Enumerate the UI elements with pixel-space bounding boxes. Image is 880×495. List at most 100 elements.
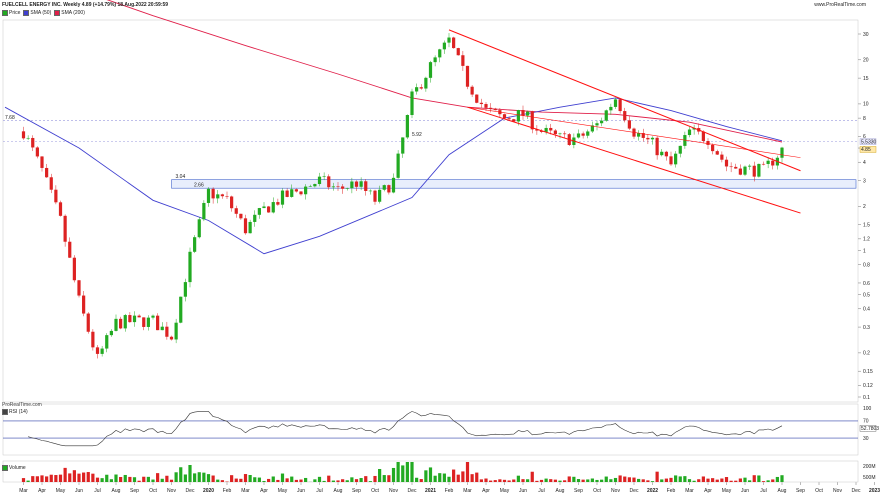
volume-bar: [401, 465, 405, 482]
candle-body: [586, 131, 590, 136]
volume-bar: [105, 474, 109, 482]
volume-title[interactable]: Volume: [2, 465, 26, 471]
volume-bar: [530, 471, 534, 482]
candle-body: [45, 167, 49, 178]
volume-tick-label: 200M: [863, 464, 876, 470]
candle-body: [114, 318, 118, 331]
x-tick-label: May: [56, 488, 66, 494]
volume-bar: [678, 476, 682, 482]
candle-body: [91, 331, 95, 348]
candle-body: [206, 188, 211, 203]
candle-body: [220, 194, 224, 197]
volume-bar: [72, 470, 76, 482]
candle-body: [105, 335, 109, 349]
volume-bar: [498, 479, 502, 482]
volume-bar: [581, 479, 585, 482]
candle-body: [447, 37, 451, 43]
rsi-swatch-icon: [2, 409, 8, 415]
candle-body: [253, 214, 257, 222]
volume-bar: [364, 476, 368, 482]
volume-bar: [373, 475, 377, 482]
candle-body: [442, 42, 446, 50]
candle-body: [327, 176, 331, 188]
candle-body: [438, 49, 442, 58]
volume-bar: [447, 476, 451, 482]
volume-bar: [489, 480, 493, 482]
candle-body: [308, 186, 312, 187]
x-tick-label: Sep: [574, 488, 583, 494]
volume-bar: [526, 479, 530, 482]
legend-price[interactable]: Price: [2, 10, 20, 16]
candle-body: [674, 153, 678, 165]
volume-bar: [650, 481, 655, 482]
y-tick-label: 6: [863, 134, 866, 140]
x-tick-label: Apr: [260, 488, 268, 494]
legend-sma200[interactable]: SMA (200): [54, 10, 85, 16]
volume-bar: [553, 479, 557, 482]
x-tick-label: Nov: [167, 488, 176, 494]
candle-body: [618, 99, 622, 112]
candle-body: [197, 219, 201, 238]
volume-bar: [234, 478, 238, 482]
volume-bar: [216, 479, 220, 482]
volume-bar: [31, 476, 35, 482]
volume-bar: [248, 475, 252, 482]
candle-body: [160, 326, 164, 331]
rsi-title[interactable]: RSI (14): [2, 409, 28, 415]
x-tick-label: Jun: [741, 488, 749, 494]
y-tick-label: 1: [863, 248, 866, 254]
x-tick-label: Oct: [371, 488, 379, 494]
candle-body: [669, 156, 673, 165]
volume-bar: [669, 477, 673, 482]
volume-bar: [493, 480, 497, 482]
candle-body: [183, 282, 187, 297]
volume-bar: [359, 478, 363, 482]
candle-body: [729, 166, 733, 168]
x-tick-label: Nov: [611, 488, 620, 494]
volume-bar: [188, 465, 192, 482]
legend-sma50[interactable]: SMA (50): [23, 10, 51, 16]
candle-body: [613, 99, 618, 107]
volume-bar: [45, 476, 49, 482]
volume-bar: [354, 479, 359, 482]
volume-bar: [618, 475, 622, 482]
brand-link[interactable]: www.ProRealTime.com: [814, 2, 866, 8]
volume-bar: [114, 474, 118, 482]
volume-bar: [771, 479, 775, 482]
volume-bar: [382, 475, 386, 482]
volume-bar: [193, 473, 197, 482]
y-tick-label: 10: [863, 102, 869, 108]
candle-body: [757, 163, 761, 177]
candle-body: [479, 102, 483, 105]
x-tick-label: May: [500, 488, 510, 494]
candle-body: [31, 137, 35, 148]
x-tick-label: Oct: [149, 488, 157, 494]
candle-body: [766, 160, 770, 164]
volume-bar: [123, 474, 127, 482]
candle-body: [331, 186, 335, 188]
volume-bar: [563, 480, 567, 482]
volume-bar: [539, 479, 544, 482]
candle-body: [285, 190, 289, 197]
volume-bar: [720, 478, 724, 482]
volume-bar: [775, 476, 779, 482]
x-tick-label: Mar: [463, 488, 472, 494]
volume-bar: [58, 474, 63, 482]
volume-bar: [230, 475, 234, 482]
candle-body: [354, 181, 359, 187]
volume-bar: [738, 478, 742, 482]
volume-bar: [766, 480, 770, 482]
candle-body: [761, 163, 766, 165]
y-tick-label: 0.4: [863, 307, 870, 313]
x-tick-label: Jun: [75, 488, 83, 494]
candle-body: [21, 131, 26, 139]
volume-bar: [600, 479, 604, 482]
volume-tick-label: 500M: [863, 475, 876, 481]
candle-body: [345, 188, 349, 189]
candle-body: [58, 202, 63, 216]
candle-body: [68, 241, 72, 258]
volume-bar: [109, 479, 113, 482]
candle-body: [350, 181, 354, 189]
x-tick-label: Apr: [704, 488, 712, 494]
candle-body: [364, 181, 368, 191]
